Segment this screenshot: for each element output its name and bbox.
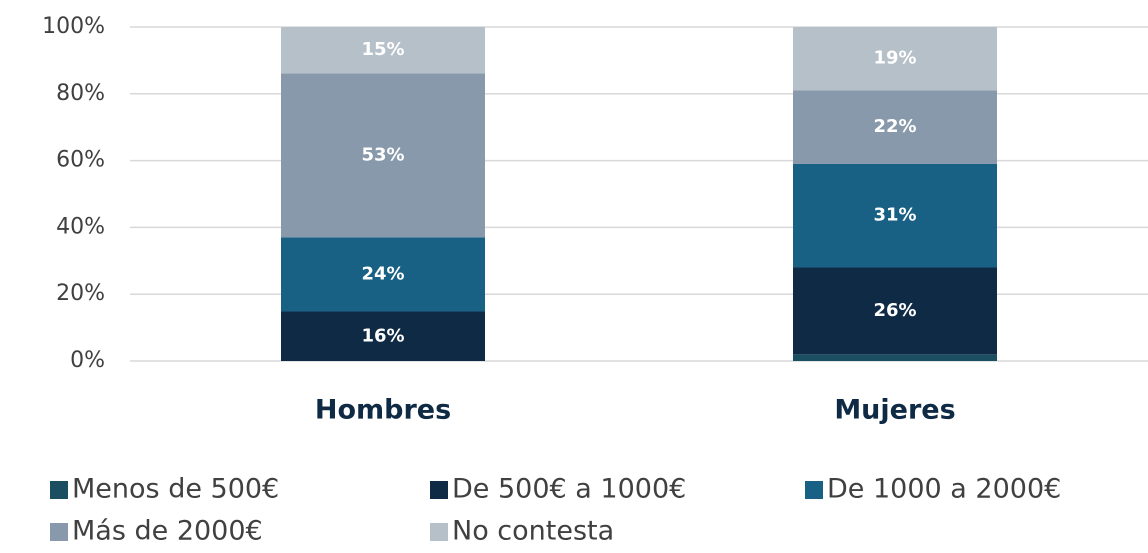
data-label: 15% bbox=[361, 39, 404, 60]
data-label: 16% bbox=[361, 325, 404, 346]
y-tick-label: 60% bbox=[56, 148, 105, 173]
bar-segment bbox=[793, 267, 997, 355]
y-tick-label: 80% bbox=[56, 81, 105, 106]
bar-segment bbox=[281, 311, 485, 361]
data-label: 22% bbox=[873, 116, 916, 137]
y-tick-label: 20% bbox=[56, 281, 105, 306]
data-label: 24% bbox=[361, 263, 404, 284]
x-tick-label: Mujeres bbox=[834, 395, 955, 426]
bar-segment bbox=[793, 354, 997, 361]
legend-swatch bbox=[430, 481, 448, 499]
legend-swatch bbox=[430, 523, 448, 541]
legend-label: De 1000 a 2000€ bbox=[827, 474, 1061, 505]
legend-swatch bbox=[50, 523, 68, 541]
bar-segment bbox=[793, 90, 997, 164]
legend-label: Más de 2000€ bbox=[72, 516, 263, 547]
bar-segment bbox=[793, 163, 997, 268]
bar-segment bbox=[281, 73, 485, 238]
bar-segment bbox=[281, 237, 485, 312]
data-label: 53% bbox=[361, 144, 404, 165]
legend-label: De 500€ a 1000€ bbox=[452, 474, 686, 505]
bar-segment bbox=[281, 27, 485, 74]
data-label: 26% bbox=[873, 300, 916, 321]
legend-label: No contesta bbox=[452, 516, 614, 547]
y-tick-label: 100% bbox=[42, 14, 105, 39]
data-label: 19% bbox=[873, 48, 916, 69]
legend-label: Menos de 500€ bbox=[72, 474, 279, 505]
legend-swatch bbox=[805, 481, 823, 499]
x-tick-label: Hombres bbox=[315, 395, 451, 426]
legend-swatch bbox=[50, 481, 68, 499]
y-tick-label: 0% bbox=[70, 348, 105, 373]
data-label: 31% bbox=[873, 205, 916, 226]
y-tick-label: 40% bbox=[56, 214, 105, 239]
bar-segment bbox=[793, 27, 997, 91]
